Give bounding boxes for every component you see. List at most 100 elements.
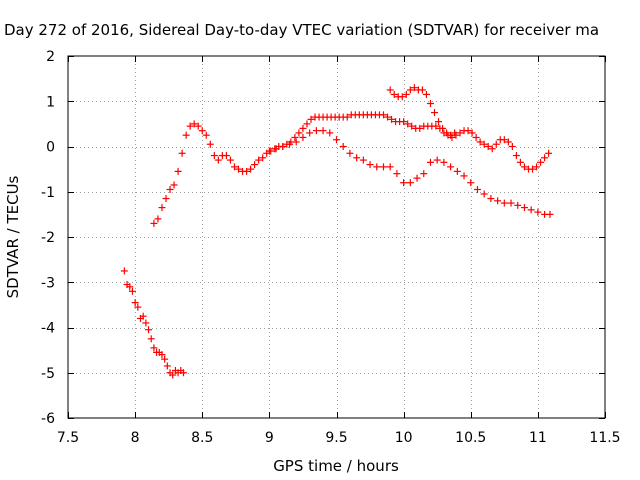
x-tick-label: 8 bbox=[131, 430, 140, 446]
data-point bbox=[422, 90, 430, 98]
data-point bbox=[247, 165, 255, 173]
data-point bbox=[447, 163, 455, 171]
data-point bbox=[366, 161, 374, 169]
x-tick-label: 11.5 bbox=[589, 430, 620, 446]
x-tick-label: 9 bbox=[265, 430, 274, 446]
data-point bbox=[161, 355, 169, 363]
data-point bbox=[326, 129, 334, 137]
data-point bbox=[467, 179, 475, 187]
data-point bbox=[384, 113, 392, 121]
data-point bbox=[504, 138, 512, 146]
data-point bbox=[134, 303, 142, 311]
data-point bbox=[163, 362, 171, 370]
data-point bbox=[243, 167, 251, 175]
data-point bbox=[206, 140, 214, 148]
data-point bbox=[512, 152, 520, 160]
data-point bbox=[408, 122, 416, 130]
y-tick-label: 1 bbox=[46, 94, 55, 110]
data-point bbox=[162, 195, 170, 203]
data-point bbox=[440, 158, 448, 166]
data-point bbox=[202, 131, 210, 139]
data-point bbox=[379, 163, 387, 171]
data-point bbox=[174, 167, 182, 175]
data-point bbox=[386, 86, 394, 94]
x-tick-label: 8.5 bbox=[191, 430, 213, 446]
y-tick-label: -4 bbox=[41, 321, 55, 337]
data-point bbox=[480, 140, 488, 148]
data-point bbox=[520, 204, 528, 212]
data-point bbox=[537, 158, 545, 166]
y-tick-label: -3 bbox=[41, 275, 55, 291]
data-point bbox=[312, 127, 320, 135]
data-point bbox=[194, 122, 202, 130]
y-tick-label: -6 bbox=[41, 411, 55, 427]
data-point bbox=[222, 152, 230, 160]
data-point bbox=[404, 120, 412, 128]
data-point bbox=[299, 124, 307, 132]
x-tick-label: 11 bbox=[529, 430, 547, 446]
data-point bbox=[226, 156, 234, 164]
data-point bbox=[359, 156, 367, 164]
y-axis-title: SDTVAR / TECUs bbox=[4, 175, 22, 298]
data-point bbox=[453, 167, 461, 175]
data-point bbox=[516, 158, 524, 166]
data-point bbox=[131, 299, 139, 307]
data-point bbox=[484, 143, 492, 150]
data-point bbox=[406, 179, 414, 187]
plot-frame bbox=[67, 55, 606, 419]
x-tick-label: 9.5 bbox=[325, 430, 347, 446]
data-point bbox=[402, 90, 410, 98]
data-point bbox=[476, 138, 484, 146]
data-point bbox=[186, 122, 194, 130]
data-point bbox=[198, 127, 206, 135]
data-point bbox=[128, 287, 136, 295]
data-point bbox=[234, 165, 242, 173]
data-point bbox=[433, 156, 441, 164]
data-point bbox=[190, 120, 198, 128]
data-point bbox=[398, 93, 406, 101]
data-point bbox=[480, 190, 488, 198]
data-point bbox=[142, 319, 150, 327]
data-point bbox=[255, 156, 263, 164]
data-point bbox=[259, 154, 267, 162]
x-tick-label: 7.5 bbox=[57, 430, 79, 446]
data-point bbox=[150, 219, 158, 227]
data-point bbox=[333, 136, 340, 144]
data-point bbox=[295, 129, 303, 137]
data-point bbox=[214, 156, 222, 164]
data-point bbox=[388, 115, 396, 123]
data-point bbox=[473, 185, 481, 193]
chart-title: Day 272 of 2016, Sidereal Day-to-day VTE… bbox=[4, 21, 599, 39]
data-point bbox=[400, 118, 408, 126]
data-point bbox=[179, 369, 187, 377]
data-point bbox=[529, 165, 537, 173]
data-point bbox=[500, 136, 508, 144]
data-point bbox=[158, 351, 166, 359]
data-point bbox=[426, 158, 434, 166]
data-point bbox=[420, 170, 428, 178]
data-point bbox=[487, 195, 495, 203]
data-point bbox=[545, 149, 553, 157]
data-point bbox=[272, 145, 280, 153]
data-point bbox=[373, 163, 381, 171]
data-point bbox=[154, 215, 162, 223]
grid bbox=[68, 56, 605, 418]
data-point bbox=[319, 127, 327, 135]
data-point bbox=[303, 120, 311, 128]
data-point bbox=[508, 143, 516, 150]
data-point bbox=[169, 371, 177, 379]
data-point bbox=[126, 283, 134, 291]
data-point bbox=[507, 199, 515, 207]
data-point bbox=[460, 172, 468, 180]
data-point bbox=[182, 131, 190, 139]
data-point bbox=[514, 201, 522, 209]
data-point bbox=[534, 208, 542, 216]
data-point bbox=[230, 163, 238, 171]
data-point bbox=[546, 210, 554, 218]
data-point bbox=[346, 149, 354, 157]
data-point bbox=[265, 147, 273, 155]
data-point bbox=[291, 133, 299, 141]
data-point bbox=[145, 326, 153, 334]
